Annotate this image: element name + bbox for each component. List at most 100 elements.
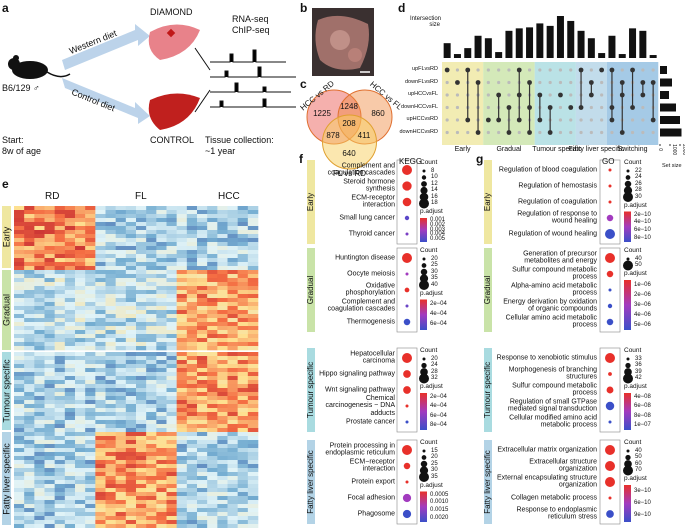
heatmap-cell [156,310,167,315]
heatmap-cell [95,456,106,461]
heatmap-cell [14,384,25,389]
heatmap-cell [125,254,137,259]
heatmap-cell [105,266,116,271]
heatmap-cell [207,424,218,429]
heatmap-cell [186,408,198,413]
heatmap-cell [237,388,249,393]
heatmap-cell [115,262,127,267]
heatmap-cell [227,222,238,227]
heatmap-cell [186,334,198,339]
heatmap-cell [146,338,157,343]
heatmap-cell [95,408,106,413]
heatmap-cell [176,436,188,441]
heatmap-cell [237,226,249,231]
heatmap-cell [197,214,208,219]
heatmap-cell [217,412,228,417]
heatmap-cell [156,210,167,215]
term-dot [405,304,409,308]
term-dot [606,510,614,518]
intersection-bar [536,23,544,58]
heatmap-cell [64,384,76,389]
heatmap-cell [125,278,137,283]
heatmap-cell [24,412,35,417]
heatmap-cell [146,484,157,489]
heatmap-cell [166,396,177,401]
heatmap-cell [237,242,249,247]
heatmap-cell [85,396,96,401]
heatmap-cell [125,384,137,389]
term-label: Hippo signaling pathway [319,370,395,378]
heatmap-cell [207,322,218,327]
heatmap-cell [14,372,25,377]
heatmap-cell [237,492,249,497]
heatmap-cell [105,420,116,425]
heatmap-cell [156,436,167,441]
heatmap-cell [105,238,116,243]
heatmap-cell [54,472,66,477]
heatmap-cell [64,294,76,299]
intersection-bar [474,35,482,58]
heatmap-cell [85,432,96,437]
heatmap-cell [125,400,137,405]
heatmap-cell [125,520,137,525]
heatmap-cell [54,270,66,275]
heatmap-cell [105,444,116,449]
heatmap-cell [146,472,157,477]
heatmap-cell [176,460,188,465]
heatmap-cell [156,334,167,339]
heatmap-cell [125,372,137,377]
heatmap-cell [125,342,137,347]
heatmap-cell [207,290,218,295]
heatmap-cell [105,360,116,365]
group-strip [2,432,11,525]
term-label: Oocyte meiosis [347,270,395,278]
heatmap-cell [44,428,55,433]
heatmap-cell [85,376,96,381]
intersection-bar [453,54,461,58]
heatmap-cell [136,512,147,517]
heatmap-cell [136,488,147,493]
heatmap-cell [34,392,45,397]
heatmap-cell [227,420,238,425]
heatmap-cell [237,258,249,263]
heatmap-cell [24,266,35,271]
heatmap-cell [125,210,137,215]
heatmap-cell [247,310,259,315]
heatmap-cell [54,214,66,219]
heatmap-cell [217,512,228,517]
heatmap-cell [156,404,167,409]
plot-frame [599,159,621,245]
heatmap-cell [24,262,35,267]
heatmap-cell [54,400,66,405]
intersection-bar [526,27,534,58]
heatmap-cell [44,372,55,377]
matrix-dot [486,68,490,72]
heatmap-cell [237,278,249,283]
colorbar [420,299,427,330]
heatmap-cell [217,516,228,521]
heatmap-cell [115,352,127,357]
heatmap-cell [166,330,177,335]
heatmap-cell [136,404,147,409]
heatmap-cell [197,372,208,377]
heatmap-cell [176,396,188,401]
heatmap-cell [186,456,198,461]
heatmap-cell [166,242,177,247]
heatmap-cell [227,476,238,481]
heatmap-cell [75,504,86,509]
heatmap-cell [75,314,86,319]
heatmap-cell [237,294,249,299]
heatmap-cell [237,250,249,255]
heatmap-cell [186,326,198,331]
heatmap-cell [156,282,167,287]
matrix-dot [497,130,501,135]
heatmap-cell [44,262,55,267]
panel-letter: d [398,1,406,15]
heatmap-cell [125,512,137,517]
heatmap-cell [95,400,106,405]
heatmap-cell [95,246,106,251]
heatmap-cell [85,436,96,441]
matrix-dot [588,92,594,98]
heatmap-cell [197,352,208,357]
heatmap-cell [176,310,188,315]
